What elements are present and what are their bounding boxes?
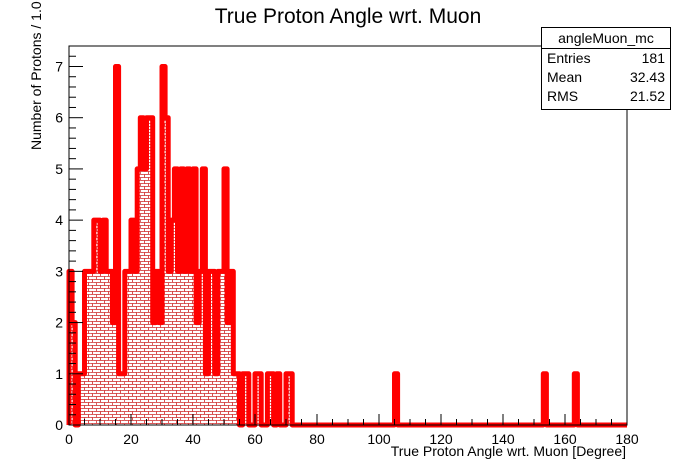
histogram-bin [152, 322, 156, 425]
y-tick-label: 5 [55, 161, 63, 177]
histogram-bin [189, 271, 193, 425]
histogram-bin [183, 271, 187, 425]
y-axis-label: Number of Protons / 1.0 [Degree] [28, 0, 44, 150]
histogram-bin [174, 168, 178, 425]
x-tick-label: 0 [65, 431, 73, 447]
y-tick-label: 7 [55, 58, 63, 74]
x-tick-label: 140 [491, 431, 515, 447]
stats-label: Entries [547, 50, 591, 66]
histogram-bin [186, 168, 190, 425]
histogram-bin [171, 220, 175, 425]
histogram-bin [137, 168, 141, 425]
stats-box: angleMuon_mc Entries 181 Mean 32.43 RMS … [541, 27, 671, 110]
histogram-bin [100, 271, 104, 425]
x-tick-label: 20 [123, 431, 139, 447]
x-tick-label: 180 [615, 431, 639, 447]
y-tick-label: 0 [55, 417, 63, 433]
histogram-bin [109, 271, 113, 425]
histogram-bin [96, 220, 100, 425]
stats-value: 32.43 [629, 69, 665, 85]
x-tick-label: 160 [553, 431, 577, 447]
histogram-bin [93, 220, 97, 425]
histogram-bin [227, 322, 231, 425]
y-tick-label: 1 [55, 366, 63, 382]
stats-row-rms: RMS 21.52 [542, 87, 670, 106]
histogram-bin [121, 373, 125, 425]
stats-label: Mean [547, 69, 583, 85]
axes: 0 20 40 60 80 100 120 140 160 180 0 1 2 3 4 5 6 7 [55, 45, 639, 447]
x-axis-label: True Proton Angle wrt. Muon [Degree] [390, 443, 626, 459]
y-tick-label: 3 [55, 263, 63, 279]
histogram-bin [205, 373, 209, 425]
histogram-bin [127, 271, 131, 425]
histogram-bin [220, 271, 224, 425]
x-tick-label: 80 [309, 431, 325, 447]
stats-row-mean: Mean 32.43 [542, 68, 670, 87]
histogram-bin [155, 271, 159, 425]
histogram-bin [90, 271, 94, 425]
histogram-bin [143, 168, 147, 425]
histogram-bin [87, 271, 91, 425]
histogram-bin [177, 271, 181, 425]
x-tick-label: 60 [247, 431, 263, 447]
stats-row-entries: Entries 181 [542, 49, 670, 68]
histogram-bin [168, 271, 172, 425]
histogram-bin [196, 322, 200, 425]
histogram-bin [146, 117, 150, 426]
histogram-bin [140, 117, 144, 426]
histogram-bin [118, 373, 122, 425]
x-tick-label: 100 [367, 431, 391, 447]
stats-value: 21.52 [629, 88, 665, 104]
y-tick-label: 6 [55, 110, 63, 126]
x-tick-label: 40 [185, 431, 201, 447]
stats-box-name: angleMuon_mc [542, 28, 670, 49]
histogram-bin [131, 220, 135, 425]
histogram-bin [233, 373, 237, 425]
histogram-bin [158, 322, 162, 425]
histogram-bin [214, 373, 218, 425]
stats-label: RMS [547, 88, 579, 104]
histogram-bin [112, 322, 116, 425]
chart-title: True Proton Angle wrt. Muon [214, 5, 482, 28]
histogram-bin [180, 168, 184, 425]
histogram-bin [199, 271, 203, 425]
stats-value: 181 [641, 50, 665, 66]
y-tick-label: 4 [55, 212, 63, 228]
x-tick-label: 120 [429, 431, 453, 447]
histogram-bin [134, 271, 138, 425]
y-tick-label: 2 [55, 315, 63, 331]
histogram-bin [81, 373, 85, 425]
histogram-bin [106, 271, 110, 425]
histogram-bin [103, 220, 107, 425]
